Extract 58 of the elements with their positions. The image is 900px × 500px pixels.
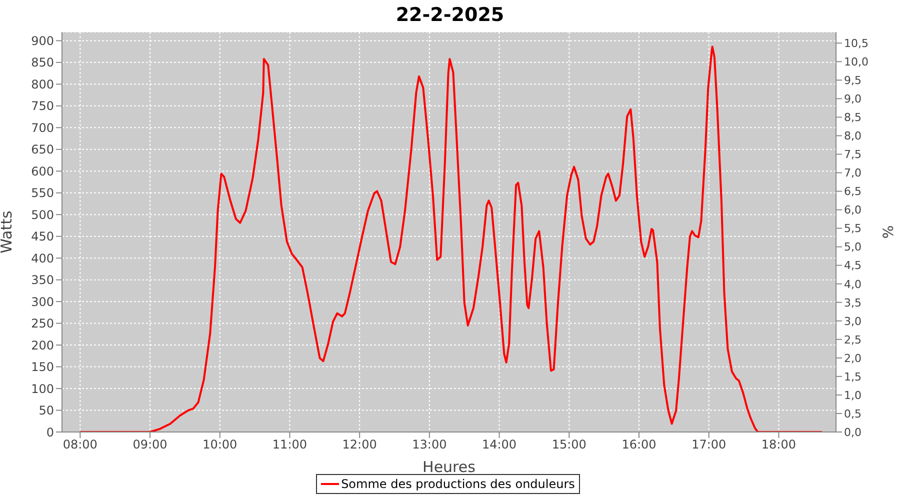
y-tick-label: 0: [46, 425, 54, 440]
y-axis-title: Watts: [0, 210, 16, 254]
y2-tick-label: 10,5: [844, 37, 868, 50]
y2-tick-label: 0,0: [844, 426, 862, 439]
x-tick-label: 15:00: [552, 438, 586, 452]
x-tick-label: 16:00: [622, 438, 656, 452]
y-tick-label: 150: [31, 360, 54, 374]
x-tick-label: 14:00: [482, 438, 517, 452]
y2-tick-label: 1,5: [844, 370, 862, 384]
y2-tick-label: 3,5: [844, 296, 862, 310]
y2-tick-label: 5,5: [844, 222, 862, 236]
y2-tick-label: 0,5: [844, 407, 862, 420]
line-series: [79, 46, 824, 432]
y2-tick-label: 4,5: [844, 259, 862, 272]
y-tick-label: 800: [31, 77, 54, 92]
y2-tick-label: 7,5: [844, 148, 862, 162]
x-tick-label: 08:00: [62, 438, 98, 452]
y-tick-label: 450: [31, 230, 54, 244]
y-tick-label: 900: [31, 34, 54, 48]
y2-axis-title: %: [880, 225, 897, 239]
y-tick-label: 200: [31, 338, 54, 352]
x-tick-label: 10:00: [202, 438, 238, 452]
x-tick-label: 12:00: [342, 438, 377, 452]
x-tick-label: 18:00: [761, 438, 796, 452]
y2-tick-label: 9,5: [844, 74, 862, 88]
x-tick-label: 13:00: [412, 438, 447, 452]
y2-tick-label: 4,0: [844, 278, 862, 291]
y-tick-label: 300: [31, 294, 54, 309]
y2-tick-label: 9,0: [844, 92, 862, 106]
y2-tick-label: 3,0: [844, 314, 862, 328]
y2-tick-label: 2,5: [844, 333, 862, 346]
y-tick-label: 650: [31, 142, 54, 157]
y2-tick-label: 2,0: [844, 352, 862, 365]
y-tick-label: 250: [31, 316, 54, 331]
y-tick-label: 50: [38, 404, 54, 418]
y2-tick-label: 1,0: [844, 388, 862, 402]
y2-tick-label: 8,0: [844, 130, 862, 143]
x-tick-label: 17:00: [692, 438, 726, 452]
y2-tick-label: 6,5: [844, 185, 862, 198]
y-tick-label: 350: [31, 273, 54, 288]
y-tick-label: 400: [31, 251, 54, 266]
y2-tick-label: 8,5: [844, 111, 862, 124]
y2-tick-label: 7,0: [844, 166, 862, 180]
y2-tick-label: 5,0: [844, 240, 862, 254]
y-tick-label: 500: [31, 208, 54, 222]
y-tick-label: 750: [31, 99, 54, 114]
legend-label: Somme des productions des onduleurs: [341, 477, 575, 491]
x-tick-label: 09:00: [132, 438, 168, 452]
y-tick-label: 100: [31, 382, 54, 396]
y-tick-label: 700: [31, 120, 54, 135]
y-tick-label: 850: [31, 56, 54, 70]
chart-title: 22-2-2025: [394, 3, 506, 28]
x-tick-label: 11:00: [272, 438, 308, 452]
y2-tick-label: 10,0: [844, 56, 868, 69]
y-tick-label: 550: [31, 186, 54, 200]
x-axis-title: Heures: [422, 458, 476, 476]
y2-tick-label: 6,0: [844, 204, 862, 217]
y-tick-label: 600: [31, 164, 54, 178]
